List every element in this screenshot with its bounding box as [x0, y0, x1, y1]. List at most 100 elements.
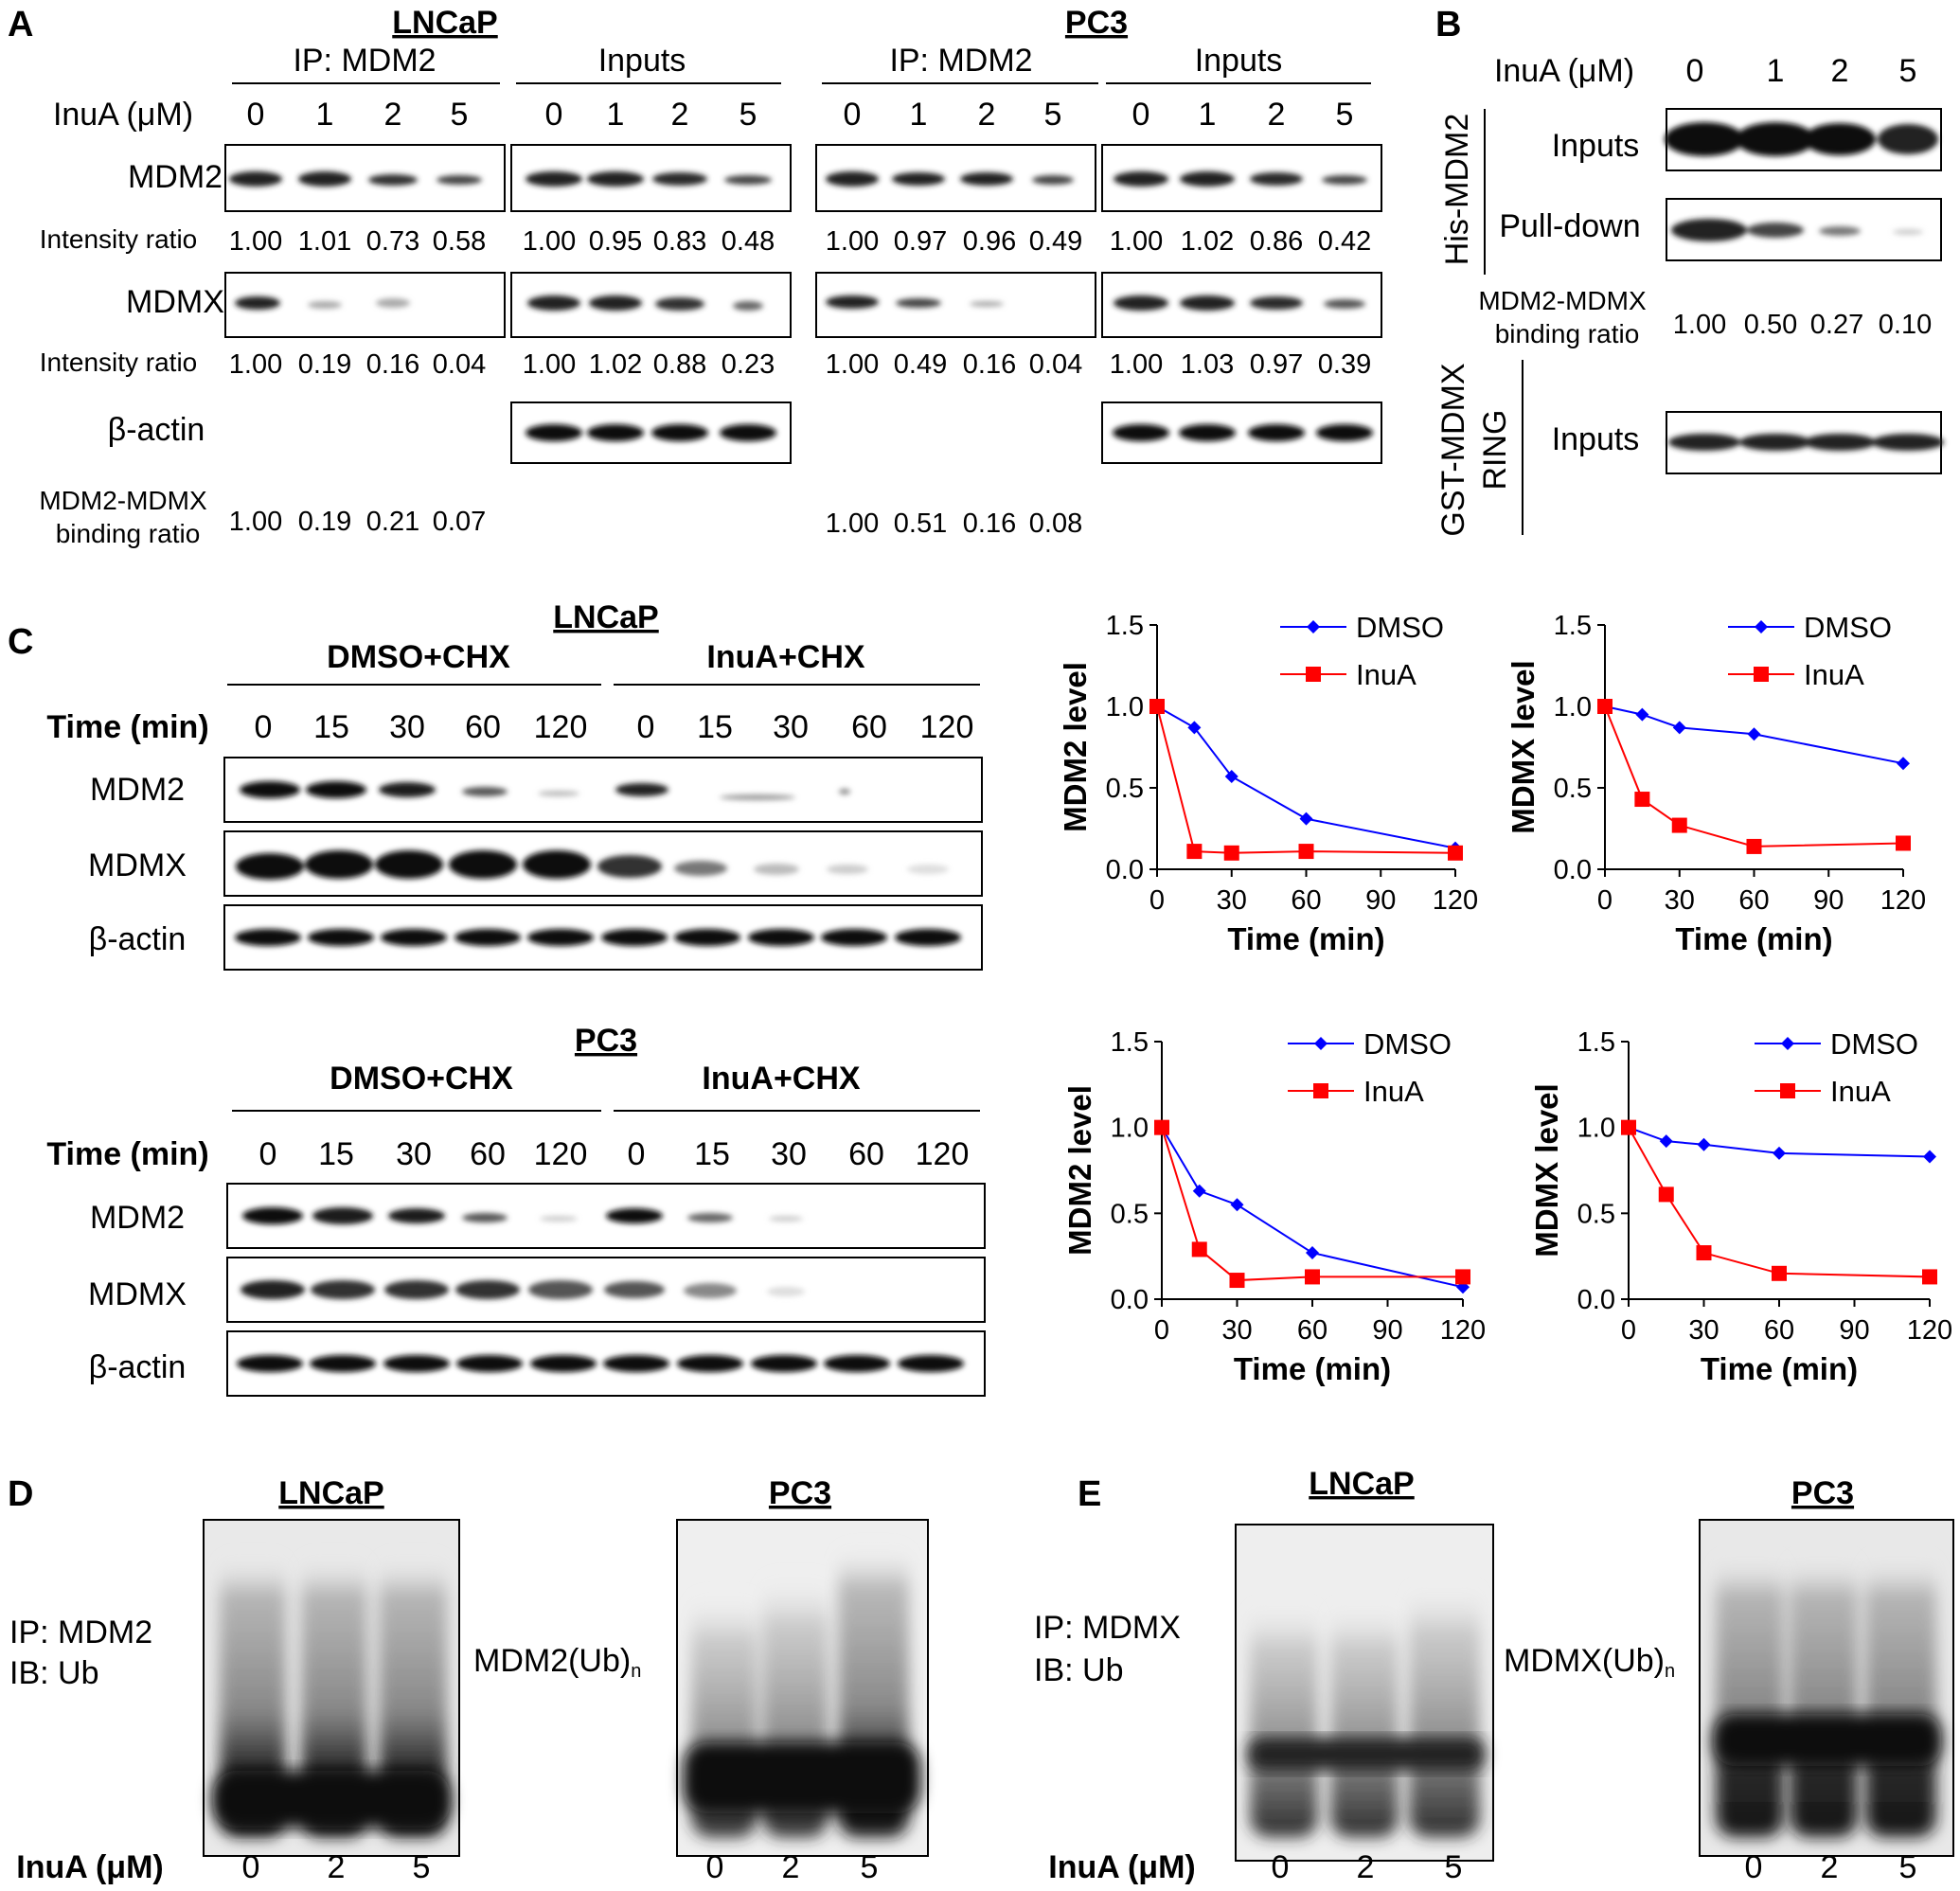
blot-band — [720, 424, 776, 441]
ratio-value: 1.00 — [229, 349, 282, 380]
blot-band — [589, 295, 642, 311]
blot-band — [527, 295, 580, 311]
time-tick: 30 — [773, 709, 809, 745]
ratio-value: 0.73 — [366, 226, 419, 257]
blot-band — [1668, 434, 1740, 451]
row-label-mdmx: MDMX — [88, 847, 187, 883]
blot-band — [767, 1287, 805, 1296]
protein-label-gst-mdmx: GST-MDMX — [1435, 363, 1471, 536]
decay-charts: 0.0 0.5 1.0 1.5 0 30 60 90 120 Time (min) MDM2 lev… — [1058, 611, 1952, 1386]
blot-band — [1878, 124, 1938, 154]
data-point — [1223, 845, 1239, 861]
line-chart: 0.0 0.5 1.0 1.5 0 30 60 90 120 Time (min) MDM2 lev… — [1058, 611, 1478, 956]
blot-band — [603, 1355, 669, 1372]
dose-label: 1 — [910, 97, 928, 133]
ratio-value: 0.27 — [1810, 310, 1863, 340]
blot-bands — [1665, 122, 1944, 451]
data-point — [1672, 721, 1686, 735]
blot-band — [1180, 295, 1235, 311]
product-sub: n — [1665, 1661, 1675, 1682]
legend-label: InuA — [1804, 658, 1864, 691]
ratio-value: 0.42 — [1318, 226, 1371, 257]
intensity-label: Intensity ratio — [40, 224, 198, 254]
treatment-label: InuA (μM) — [53, 97, 193, 133]
row-label-beta-actin: β-actin — [89, 921, 187, 957]
data-point — [1191, 1241, 1207, 1258]
data-point — [1671, 817, 1687, 833]
ratio-value: 1.00 — [826, 508, 879, 539]
blot-band — [1114, 171, 1168, 187]
ip-label: IP: MDMX — [1034, 1610, 1181, 1646]
time-tick: 0 — [255, 709, 273, 745]
blot-smear — [220, 1553, 286, 1837]
blot-band — [1804, 123, 1876, 155]
data-point — [1224, 769, 1238, 783]
blot-band — [597, 855, 662, 878]
blot-band — [213, 1771, 450, 1828]
panel-d: D LNCaP PC3 IP: MDM2 IB: Ub MDM2(Ub)n In… — [8, 1474, 929, 1885]
y-tick-label: 1.5 — [1554, 611, 1592, 641]
time-tick: 0 — [637, 709, 655, 745]
ratio-value: 1.00 — [523, 226, 576, 257]
data-point — [1747, 727, 1761, 741]
blot-smear — [301, 1553, 367, 1837]
blot-band — [826, 295, 879, 309]
series-line — [1161, 1127, 1464, 1289]
x-tick-label: 30 — [1221, 1315, 1252, 1346]
blot-band — [1739, 434, 1811, 451]
ratio-value: 0.97 — [1250, 349, 1303, 380]
blot-band — [384, 1280, 449, 1299]
time-label: Time (min) — [46, 1136, 208, 1172]
blot-band — [1248, 1738, 1485, 1771]
blot-band — [527, 929, 594, 946]
blot-band — [898, 1355, 964, 1372]
blot-band — [528, 1280, 593, 1299]
series-line — [1604, 705, 1904, 847]
dose-label: 1 — [316, 97, 334, 133]
blot-band — [733, 301, 763, 311]
ip-label: IP: MDM2 — [9, 1614, 152, 1650]
x-tick-label: 0 — [1149, 885, 1165, 916]
row-label-mdmx: MDMX — [126, 284, 224, 320]
x-tick-label: 60 — [1297, 1315, 1327, 1346]
ratio-value: 0.23 — [722, 349, 775, 380]
time-tick: 15 — [697, 709, 733, 745]
ratio-value: 0.49 — [1029, 226, 1082, 257]
blot-band — [1324, 299, 1365, 309]
dose-label: 2 — [1357, 1849, 1375, 1885]
blot-band — [1179, 424, 1236, 441]
data-point — [1306, 1246, 1319, 1260]
row-label-beta-actin: β-actin — [108, 412, 205, 448]
blot-band — [677, 1355, 743, 1372]
ratio-value: 0.86 — [1250, 226, 1303, 257]
dose-label: 5 — [739, 97, 757, 133]
group-inputs: Inputs — [1195, 43, 1283, 79]
blot-band — [1113, 424, 1169, 441]
blot-band — [1032, 175, 1074, 185]
y-tick-label: 0.5 — [1106, 774, 1144, 804]
blot-band — [827, 865, 868, 874]
dose-label: 2 — [1831, 53, 1849, 89]
ratio-value: 0.58 — [433, 226, 486, 257]
panel-c: C LNCaP DMSO+CHX InuA+CHX Time (min) 0 1… — [8, 599, 986, 1397]
inputs-label: Inputs — [1552, 128, 1640, 164]
dose-label: 2 — [671, 97, 689, 133]
ratio-value: 1.00 — [1110, 349, 1163, 380]
blot-smear — [1409, 1581, 1480, 1837]
time-tick: 60 — [470, 1136, 506, 1172]
blot-band — [523, 850, 591, 879]
x-tick-label: 30 — [1217, 885, 1247, 916]
blot-smear — [1330, 1600, 1399, 1837]
blot-band — [655, 297, 704, 311]
blot-band — [960, 172, 1013, 186]
x-tick-label: 30 — [1665, 885, 1695, 916]
time-labels: 0 15 30 60 120 0 15 30 60 120 — [255, 709, 974, 745]
data-point — [1186, 844, 1203, 860]
product-text: MDM2(Ub) — [473, 1643, 631, 1679]
panel-letter-e: E — [1078, 1474, 1101, 1514]
blot-band — [306, 781, 366, 798]
condition-inua-chx: InuA+CHX — [706, 639, 865, 675]
time-tick: 60 — [848, 1136, 884, 1172]
row-label-mdm2: MDM2 — [90, 1200, 185, 1236]
blot-band — [751, 1355, 817, 1372]
